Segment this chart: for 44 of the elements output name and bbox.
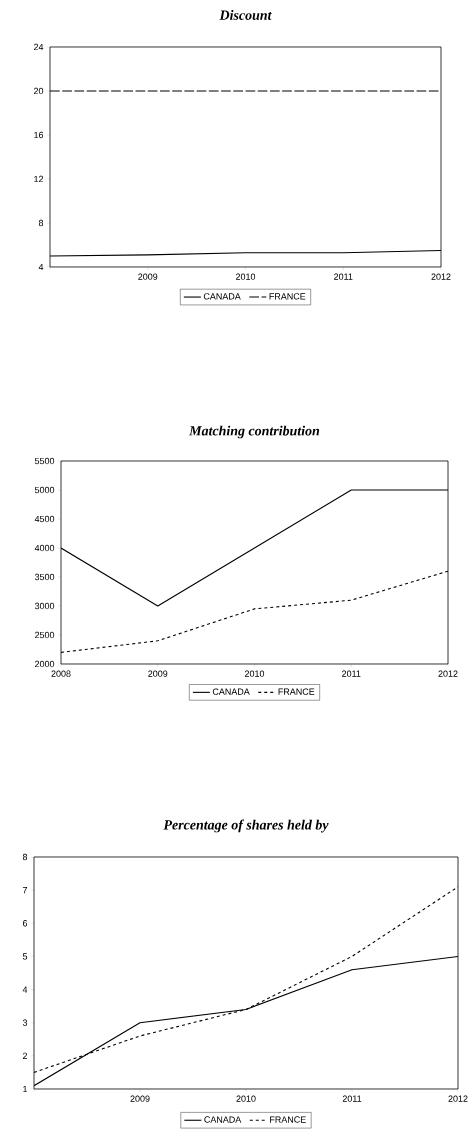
chart-title: Discount bbox=[219, 10, 272, 20]
y-tick-label: 24 bbox=[33, 43, 44, 51]
y-tick-label: 6 bbox=[22, 920, 28, 927]
x-tick-label: 2009 bbox=[138, 273, 158, 280]
x-tick-label: 2009 bbox=[130, 1095, 150, 1102]
legend-label: FRANCE bbox=[270, 1116, 306, 1123]
legend-label: FRANCE bbox=[269, 293, 306, 300]
x-tick-label: 2010 bbox=[244, 670, 265, 677]
y-tick-label: 4500 bbox=[34, 515, 55, 523]
legend-label: CANADA bbox=[203, 293, 241, 300]
y-tick-label: 8 bbox=[22, 853, 28, 861]
x-tick-label: 2010 bbox=[236, 1095, 256, 1102]
y-tick-label: 1 bbox=[23, 1085, 28, 1093]
chart-title: Percentage of shares held by bbox=[163, 819, 329, 833]
y-tick-label: 2500 bbox=[35, 631, 55, 639]
x-tick-label: 2012 bbox=[448, 1095, 468, 1102]
y-tick-label: 5000 bbox=[34, 486, 55, 494]
y-tick-label: 2 bbox=[22, 1052, 28, 1059]
y-tick-label: 20 bbox=[33, 87, 44, 95]
y-tick-label: 3 bbox=[22, 1019, 28, 1026]
x-tick-label: 2010 bbox=[235, 273, 256, 280]
y-tick-label: 4 bbox=[38, 263, 44, 271]
x-tick-label: 2009 bbox=[148, 670, 168, 677]
x-tick-label: 2008 bbox=[51, 670, 71, 677]
chart-title: Matching contribution bbox=[189, 425, 320, 439]
legend-label: CANADA bbox=[212, 688, 250, 695]
y-tick-label: 4000 bbox=[34, 544, 55, 552]
legend-label: FRANCE bbox=[278, 688, 315, 695]
x-tick-label: 2011 bbox=[342, 670, 361, 677]
legend-label: CANADA bbox=[204, 1116, 242, 1123]
y-tick-label: 2000 bbox=[35, 660, 55, 668]
y-tick-label: 4 bbox=[22, 986, 28, 993]
x-tick-label: 2011 bbox=[342, 1095, 362, 1102]
y-tick-label: 7 bbox=[22, 887, 28, 894]
y-tick-label: 5500 bbox=[34, 457, 55, 465]
x-tick-label: 2011 bbox=[334, 273, 353, 280]
y-tick-label: 12 bbox=[34, 175, 44, 183]
y-tick-label: 3500 bbox=[34, 573, 55, 581]
y-tick-label: 8 bbox=[38, 219, 44, 227]
x-tick-label: 2012 bbox=[431, 273, 451, 280]
y-tick-label: 3000 bbox=[34, 602, 55, 610]
x-tick-label: 2012 bbox=[438, 670, 458, 677]
y-tick-label: 5 bbox=[22, 953, 28, 960]
y-tick-label: 16 bbox=[34, 131, 44, 139]
